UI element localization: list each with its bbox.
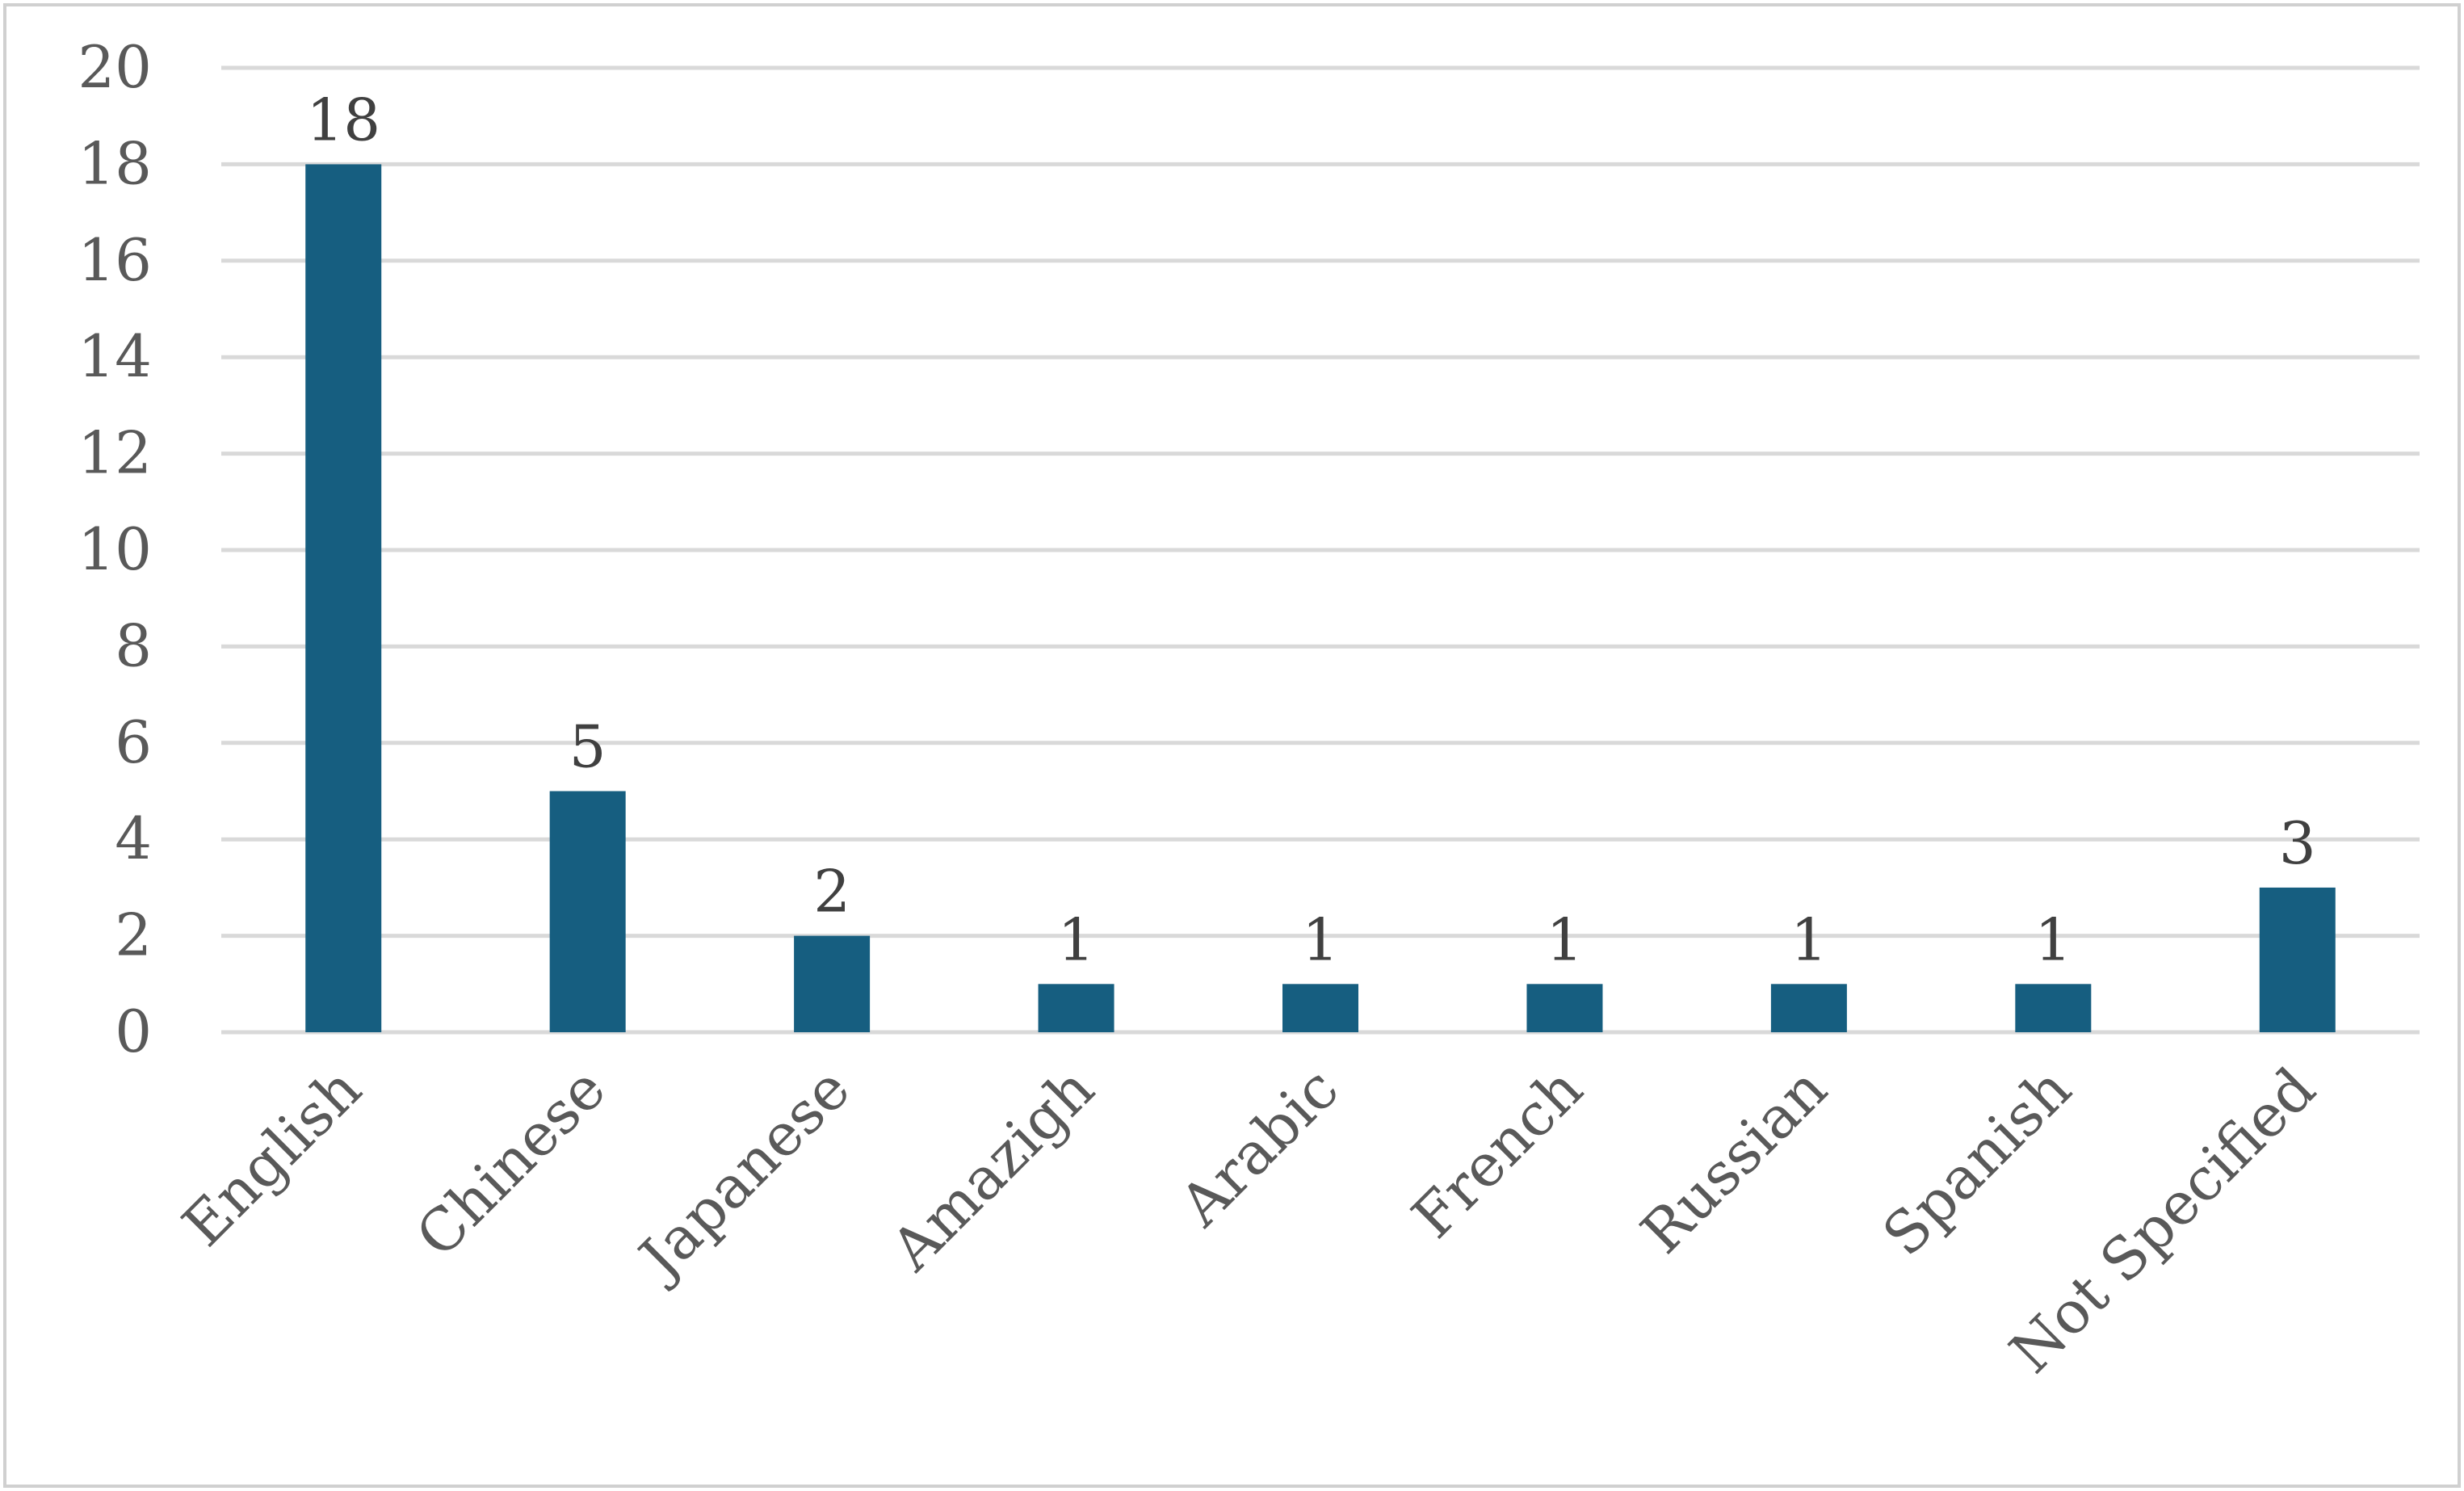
data-label-japanese: 2 bbox=[813, 858, 850, 926]
data-label-amazigh: 1 bbox=[1058, 905, 1095, 973]
bar-french bbox=[1526, 984, 1603, 1032]
data-label-english: 18 bbox=[306, 86, 380, 153]
bar-english bbox=[305, 164, 382, 1032]
x-tick-label-japanese: Japanese bbox=[623, 1055, 863, 1295]
y-tick-label-12: 12 bbox=[78, 419, 152, 487]
data-label-spanish: 1 bbox=[2034, 905, 2072, 973]
y-tick-label-6: 6 bbox=[115, 708, 152, 776]
data-label-arabic: 1 bbox=[1302, 905, 1339, 973]
x-tick-label-arabic: Arabic bbox=[1166, 1055, 1351, 1240]
bar-japanese bbox=[794, 935, 871, 1032]
y-axis-tick-labels: 0 2 4 6 8 10 12 14 16 18 20 bbox=[78, 33, 152, 1065]
y-tick-label-8: 8 bbox=[115, 611, 152, 679]
y-tick-label-14: 14 bbox=[78, 322, 152, 390]
chart-frame: 0 2 4 6 8 10 12 14 16 18 20 18 5 2 1 1 1 1 1 3 English Chin… bbox=[3, 3, 2461, 1488]
bar-russian bbox=[1770, 984, 1847, 1032]
bar-amazigh bbox=[1038, 984, 1114, 1032]
data-labels: 18 5 2 1 1 1 1 1 3 bbox=[306, 86, 2315, 973]
data-label-russian: 1 bbox=[1790, 905, 1828, 973]
bar-spanish bbox=[2015, 984, 2092, 1032]
data-label-chinese: 5 bbox=[569, 713, 607, 781]
bars bbox=[305, 164, 2336, 1032]
y-tick-label-20: 20 bbox=[78, 33, 152, 101]
x-tick-label-chinese: Chinese bbox=[403, 1055, 619, 1270]
x-tick-label-french: French bbox=[1399, 1055, 1595, 1251]
x-tick-label-amazigh: Amazigh bbox=[878, 1055, 1107, 1284]
x-tick-label-spanish: Spanish bbox=[1870, 1055, 2084, 1269]
y-tick-label-10: 10 bbox=[78, 515, 152, 583]
x-tick-label-english: English bbox=[170, 1055, 374, 1259]
bar-not-specified bbox=[2259, 887, 2336, 1032]
data-label-not-specified: 3 bbox=[2279, 809, 2316, 877]
bar-chart: 0 2 4 6 8 10 12 14 16 18 20 18 5 2 1 1 1 1 1 3 English Chin… bbox=[78, 33, 2420, 1386]
y-tick-label-4: 4 bbox=[115, 804, 152, 872]
x-axis-category-labels: English Chinese Japanese Amazigh Arabic Frenc… bbox=[170, 1055, 2328, 1386]
y-tick-label-18: 18 bbox=[78, 129, 152, 197]
y-tick-label-16: 16 bbox=[78, 226, 152, 294]
x-tick-label-russian: Russian bbox=[1628, 1055, 1840, 1266]
bar-chinese bbox=[549, 791, 626, 1032]
data-label-french: 1 bbox=[1547, 905, 1584, 973]
y-tick-label-2: 2 bbox=[115, 901, 152, 969]
y-tick-label-0: 0 bbox=[115, 998, 152, 1065]
bar-arabic bbox=[1282, 984, 1358, 1032]
